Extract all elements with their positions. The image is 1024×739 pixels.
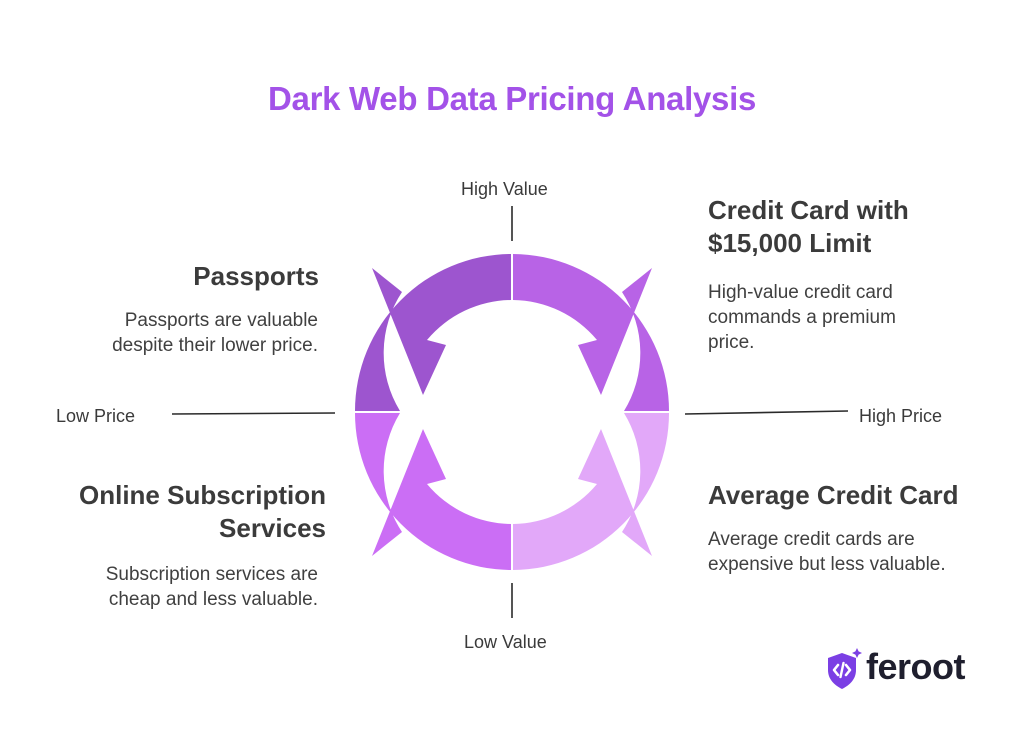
- axis-right-line: [684, 410, 849, 415]
- page-title: Dark Web Data Pricing Analysis: [267, 80, 756, 117]
- quadrant-title-line: Services: [219, 513, 326, 543]
- quadrant-top-left-segment: [354, 254, 511, 411]
- shield-code-icon: [828, 648, 862, 689]
- quadrant-desc-line: despite their lower price.: [112, 335, 318, 356]
- quadrant-desc-line: Passports are valuable: [124, 310, 318, 331]
- quadrant-desc-line: price.: [708, 332, 755, 353]
- quadrant-title-passports: Passports: [193, 260, 319, 293]
- quadrant-desc-line: Subscription services are: [105, 564, 318, 585]
- sparkle-icon: [852, 648, 862, 658]
- feroot-logo: feroot: [826, 646, 976, 696]
- logo-wordmark: feroot: [866, 646, 966, 687]
- quadrant-top-right-segment: [513, 254, 669, 411]
- quadrant-desc-average-credit-card: Average credit cards are expensive but l…: [708, 527, 946, 577]
- quadrant-desc-credit-card-15000: High-value credit card commands a premiu…: [708, 280, 896, 355]
- quadrant-title-line: Passports: [193, 261, 319, 291]
- axis-left-line: [171, 412, 336, 415]
- quadrant-desc-online-subscription: Subscription services are cheap and less…: [106, 562, 318, 612]
- quadrant-desc-line: High-value credit card: [708, 282, 893, 303]
- quadrant-bottom-left-segment: [354, 413, 511, 570]
- quadrant-title-line: Average Credit Card: [708, 480, 959, 510]
- quadrant-bottom-right-segment: [513, 413, 669, 570]
- quadrant-desc-line: Average credit cards are: [708, 529, 915, 550]
- quadrant-title-average-credit-card: Average Credit Card: [708, 479, 958, 512]
- quadrant-desc-passports: Passports are valuable despite their low…: [112, 308, 318, 358]
- axis-label-high-value: High Value: [461, 179, 548, 199]
- axis-label-high-price: High Price: [859, 406, 943, 426]
- quadrant-title-credit-card-15000: Credit Card with $15,000 Limit: [708, 194, 909, 260]
- quadrant-title-line: Credit Card with: [708, 195, 909, 225]
- quadrant-desc-line: expensive but less valuable.: [708, 554, 946, 575]
- quadrant-desc-line: cheap and less valuable.: [108, 589, 318, 610]
- quadrant-title-line: Online Subscription: [78, 480, 326, 510]
- quadrant-title-line: $15,000 Limit: [708, 228, 872, 258]
- quadrant-title-online-subscription: Online Subscription Services: [79, 479, 326, 545]
- quadrant-desc-line: commands a premium: [708, 307, 896, 328]
- axis-label-low-price: Low Price: [56, 406, 136, 426]
- axis-label-low-value: Low Value: [464, 632, 547, 652]
